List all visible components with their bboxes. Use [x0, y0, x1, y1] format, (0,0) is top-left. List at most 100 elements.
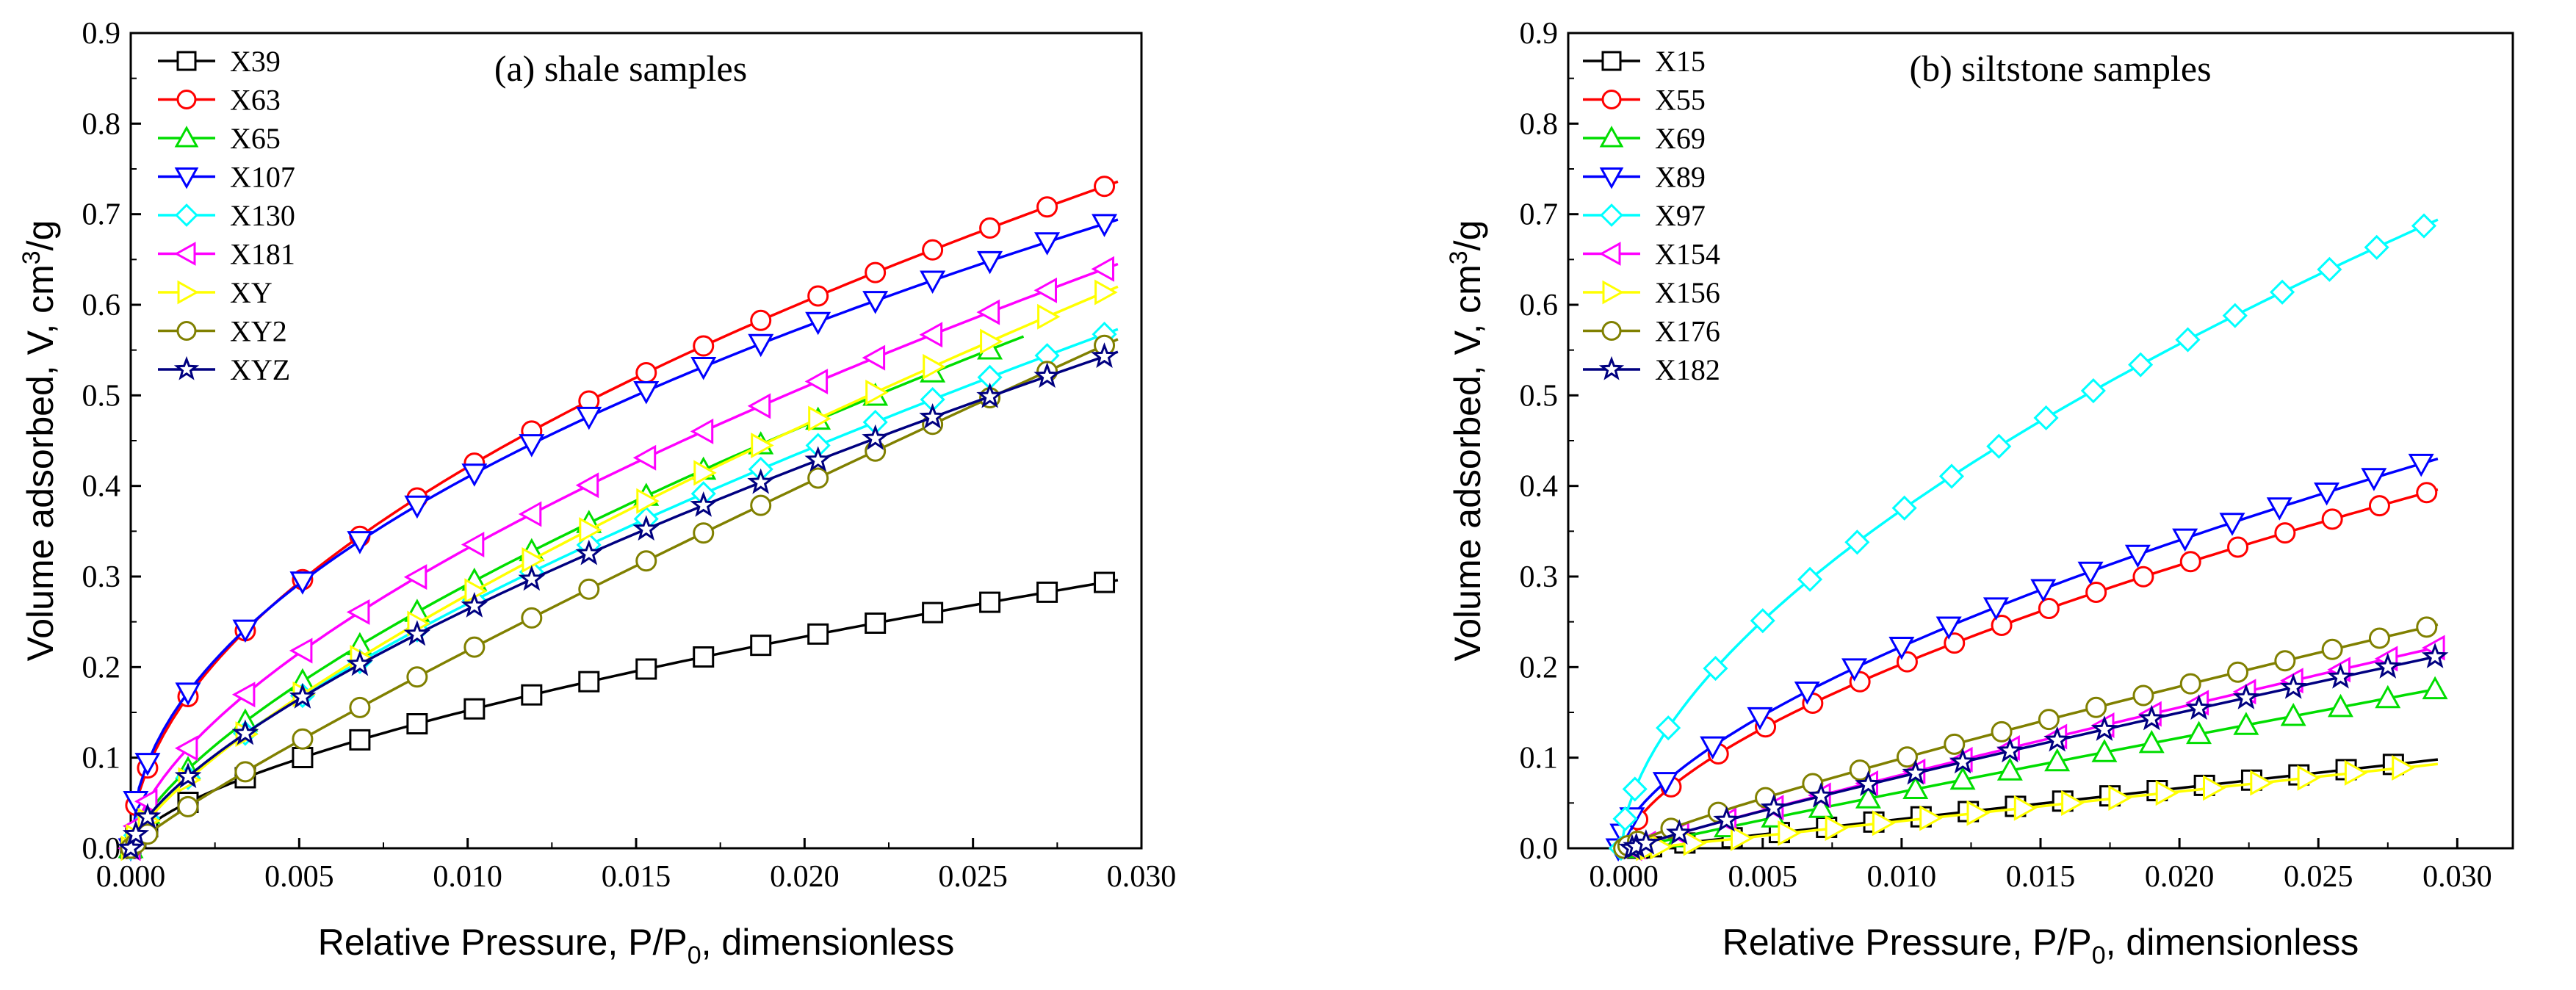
- data-point-X156: [1825, 815, 1849, 842]
- data-point-X181: [518, 501, 542, 527]
- legend-marker-X130: [175, 203, 198, 227]
- y-tick-label: 0.6: [1520, 289, 1559, 322]
- data-point-X107: [862, 291, 889, 314]
- y-tick-label: 0.5: [1520, 379, 1559, 413]
- data-point-X181: [1091, 256, 1114, 282]
- data-point-X182: [2327, 662, 2354, 689]
- data-point-X69: [2233, 712, 2259, 735]
- data-point-X55: [2274, 522, 2296, 544]
- data-point-X97: [1891, 495, 1917, 521]
- legend-marker-X182: [1598, 355, 1625, 380]
- data-point-X182: [1632, 829, 1660, 855]
- data-point-X97: [2128, 352, 2154, 377]
- series-line-X63: [129, 180, 1119, 849]
- data-point-X107: [977, 250, 1003, 275]
- data-point-XYZ: [976, 382, 1003, 408]
- data-point-XYZ: [747, 468, 775, 494]
- data-point-X156: [2344, 759, 2368, 786]
- legend-marker-X176: [1601, 321, 1622, 341]
- data-point-XYZ: [575, 539, 603, 566]
- data-point-X97: [2269, 279, 2295, 305]
- legend-marker-XYZ: [173, 355, 200, 380]
- data-point-X55: [2038, 598, 2060, 620]
- legend-label-XY2: XY2: [230, 315, 287, 348]
- data-point-X89: [1652, 772, 1678, 795]
- y-tick-label: 0.5: [82, 379, 121, 413]
- data-point-X176: [2132, 684, 2154, 707]
- data-point-X89: [1747, 707, 1773, 731]
- data-point-X97: [2033, 405, 2059, 431]
- legend-label-X130: X130: [230, 199, 295, 232]
- data-point-XY: [865, 379, 889, 405]
- x-tick-label: 0.005: [1728, 860, 1798, 894]
- legend-marker-X39: [176, 51, 197, 71]
- series-line-X55: [1622, 488, 2439, 849]
- x-tick-label: 0.010: [433, 860, 502, 894]
- data-point-X63: [750, 309, 772, 331]
- data-point-XYZ: [518, 565, 546, 591]
- data-point-X89: [2219, 513, 2245, 536]
- data-point-X39: [349, 729, 371, 751]
- x-tick-label: 0.020: [2145, 860, 2215, 894]
- data-point-X89: [2172, 528, 2198, 552]
- legend-marker-X156: [1602, 280, 1624, 305]
- data-point-X89: [2266, 497, 2292, 521]
- data-point-X39: [922, 601, 944, 624]
- data-point-X182: [1760, 794, 1788, 820]
- data-point-X55: [1944, 632, 1966, 654]
- data-point-X181: [174, 735, 198, 762]
- x-axis-label: Relative Pressure, P/P0, dimensionless: [1722, 922, 2359, 969]
- data-point-X156: [1731, 825, 1754, 851]
- data-point-X55: [2368, 495, 2390, 517]
- legend-label-X65: X65: [230, 122, 281, 155]
- data-point-X97: [1750, 608, 1775, 634]
- data-point-XY2: [578, 578, 600, 600]
- data-point-X63: [865, 261, 887, 283]
- data-point-X156: [2108, 785, 2132, 812]
- data-point-X55: [2227, 536, 2249, 558]
- data-point-X107: [576, 406, 602, 430]
- data-point-X69: [2422, 676, 2448, 700]
- data-point-X156: [1919, 805, 1943, 831]
- data-point-X176: [1849, 759, 1871, 781]
- data-point-XY: [636, 488, 660, 514]
- data-point-XY: [1037, 303, 1061, 330]
- data-point-X89: [2361, 468, 2387, 491]
- legend-marker-XY2: [176, 321, 197, 341]
- x-tick-label: 0.025: [938, 860, 1008, 894]
- data-point-X181: [804, 368, 829, 394]
- data-point-X176: [1991, 720, 2013, 742]
- data-point-X39: [807, 623, 829, 645]
- data-point-X156: [2061, 790, 2085, 816]
- x-tick-label: 0.000: [1589, 860, 1659, 894]
- data-point-X107: [134, 753, 161, 776]
- series-line-X107: [129, 218, 1119, 849]
- data-point-X156: [1966, 800, 1991, 826]
- y-tick-label: 0.9: [82, 17, 121, 51]
- data-point-X176: [2274, 650, 2296, 672]
- data-point-X107: [404, 495, 430, 519]
- data-point-X176: [2085, 696, 2107, 718]
- data-point-X182: [2374, 652, 2402, 679]
- y-tick-label: 0.2: [1520, 651, 1559, 684]
- data-point-XYZ: [289, 682, 317, 709]
- legend-label-X176: X176: [1655, 315, 1720, 348]
- y-tick-label: 0.9: [1520, 17, 1559, 51]
- legend-marker-X15: [1601, 51, 1622, 71]
- data-point-X97: [1797, 566, 1823, 592]
- data-point-X39: [979, 591, 1001, 613]
- data-point-X55: [2416, 482, 2438, 504]
- data-point-X39: [463, 698, 486, 720]
- data-point-X182: [1807, 781, 1835, 808]
- axis-ticks: 0.000 0.005 0.010 0.015 0.020 0.025 0.030 0.0 0.…: [1520, 17, 2492, 894]
- legend-label-X89: X89: [1655, 161, 1706, 194]
- series-line-XYZ: [129, 350, 1119, 849]
- data-point-X97: [2317, 256, 2342, 282]
- data-point-X55: [2179, 551, 2201, 573]
- data-point-X156: [2392, 755, 2415, 781]
- data-point-X63: [1094, 176, 1116, 198]
- legend-marker-X65: [174, 126, 199, 148]
- data-point-X181: [346, 599, 370, 625]
- data-point-X97: [1986, 433, 2012, 459]
- legend-label-X63: X63: [230, 84, 281, 117]
